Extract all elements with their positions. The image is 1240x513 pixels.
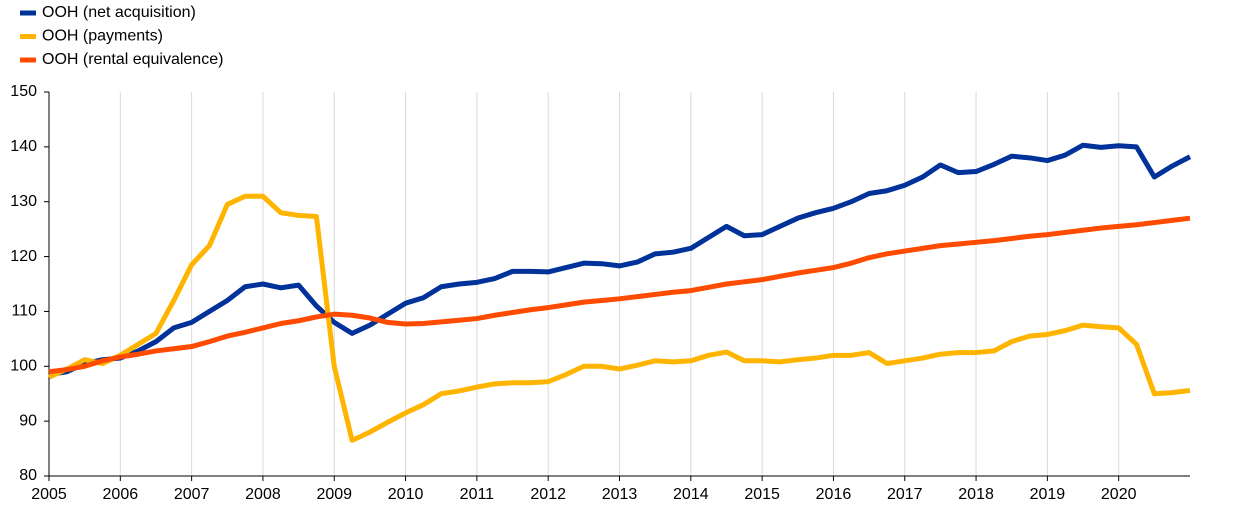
legend-label: OOH (net acquisition) xyxy=(42,4,196,21)
series-line xyxy=(48,142,1192,377)
x-tick-label: 2017 xyxy=(887,486,923,503)
x-tick-label: 2007 xyxy=(174,486,210,503)
x-tick-label: 2005 xyxy=(31,486,67,503)
x-tick-label: 2008 xyxy=(245,486,281,503)
y-tick-label: 100 xyxy=(10,358,37,375)
legend-label: OOH (payments) xyxy=(42,28,163,45)
x-tick-label: 2006 xyxy=(103,486,139,503)
x-tick-label: 2010 xyxy=(388,486,424,503)
x-tick-label: 2014 xyxy=(673,486,709,503)
y-tick-label: 140 xyxy=(10,138,37,155)
y-tick-label: 90 xyxy=(19,412,37,429)
y-tick-label: 150 xyxy=(10,83,37,100)
x-tick-label: 2009 xyxy=(316,486,352,503)
x-tick-label: 2011 xyxy=(460,486,495,503)
y-tick-label: 80 xyxy=(19,467,37,484)
y-tick-label: 130 xyxy=(10,193,37,210)
series-line xyxy=(47,193,1191,443)
y-tick-label: 120 xyxy=(10,248,37,265)
x-tick-label: 2020 xyxy=(1101,486,1137,503)
x-tick-label: 2018 xyxy=(958,486,994,503)
legend-label: OOH (rental equivalence) xyxy=(42,51,223,68)
x-tick-label: 2013 xyxy=(602,486,638,503)
x-tick-label: 2019 xyxy=(1030,486,1066,503)
x-tick-label: 2012 xyxy=(530,486,566,503)
x-tick-label: 2015 xyxy=(744,486,780,503)
series-line xyxy=(48,215,1191,375)
y-tick-label: 110 xyxy=(11,303,37,320)
x-tick-label: 2016 xyxy=(816,486,852,503)
